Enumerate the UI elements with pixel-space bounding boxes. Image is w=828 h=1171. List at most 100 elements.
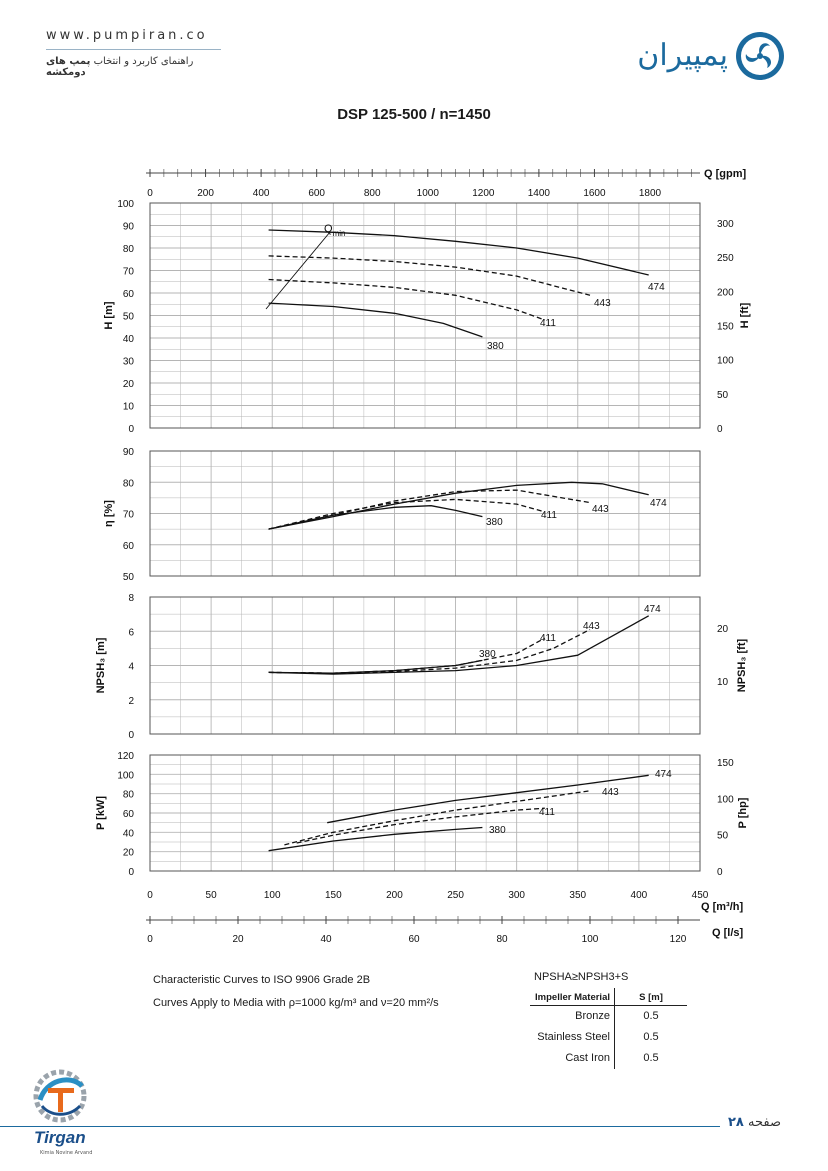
m3h-tick-label: 350 [569, 890, 586, 901]
power-panel [149, 754, 701, 872]
gpm-tick-label: 1600 [583, 188, 606, 199]
brand-name: پمپیران [637, 38, 728, 73]
s-cell: 0.5 [643, 1010, 659, 1022]
chart-title: DSP 125-500 / n=1450 [337, 106, 491, 123]
y-tick-label: 8 [128, 593, 134, 604]
y-tick-label: 50 [123, 572, 135, 583]
y2-tick-label: 10 [717, 677, 729, 688]
s-cell: 0.5 [643, 1052, 659, 1064]
series-label-411: 411 [540, 633, 556, 644]
tirgan-logo: Tirgan Kimia Novine Arvand [30, 1066, 100, 1166]
y-tick-label: 20 [123, 379, 135, 390]
series-line-411 [296, 807, 545, 844]
impeller-material-table: Impeller Material S [m] Bronze 0.5 Stain… [530, 988, 687, 1069]
series-line-474 [268, 481, 649, 530]
ls-tick-label: 100 [582, 934, 599, 945]
y2-axis-label: P [hp] [737, 797, 749, 828]
series-label-411: 411 [539, 807, 555, 818]
y-tick-label: 90 [123, 222, 135, 233]
gpm-axis [146, 169, 700, 177]
material-cell: Cast Iron [530, 1048, 615, 1069]
m3h-tick-label: 200 [386, 890, 403, 901]
m3h-tick-label: 400 [631, 890, 648, 901]
footer-divider [0, 1126, 720, 1127]
gpm-tick-label: 1800 [639, 188, 662, 199]
table-row: Bronze 0.5 [530, 1005, 687, 1027]
y-tick-label: 20 [123, 848, 135, 859]
y-tick-label: 50 [123, 312, 135, 323]
y2-tick-label: 250 [717, 253, 734, 264]
panel-frame [149, 202, 701, 429]
m3h-tick-label: 250 [447, 890, 464, 901]
page-word: صفحه [748, 1115, 781, 1130]
y2-tick-label: 50 [717, 831, 729, 842]
m3h-axis-label: Q [m³/h] [701, 901, 743, 913]
y-tick-label: 60 [123, 809, 135, 820]
y-axis-label: η [%] [103, 500, 115, 527]
website-url[interactable]: www.pumpiran.co [46, 28, 208, 43]
series-label-474: 474 [648, 282, 665, 293]
gpm-tick-label: 400 [253, 188, 270, 199]
y-tick-label: 40 [123, 334, 135, 345]
gpm-tick-label: 1400 [528, 188, 551, 199]
y-tick-label: 10 [123, 402, 135, 413]
m3h-tick-label: 450 [692, 890, 709, 901]
y-tick-label: 0 [128, 424, 134, 435]
ls-tick-label: 60 [408, 934, 420, 945]
table-row: Stainless Steel 0.5 [530, 1027, 687, 1048]
gpm-tick-label: 0 [147, 188, 153, 199]
gpm-tick-label: 200 [197, 188, 214, 199]
y2-tick-label: 50 [717, 390, 729, 401]
qmin-leader [265, 231, 331, 310]
y-tick-label: 60 [123, 289, 135, 300]
series-label-380: 380 [487, 341, 504, 352]
efficiency-panel [149, 450, 701, 577]
gpm-tick-label: 1000 [417, 188, 440, 199]
m3h-tick-label: 100 [264, 890, 281, 901]
chart-notes: Characteristic Curves to ISO 9906 Grade … [153, 969, 439, 1015]
series-label-443: 443 [602, 787, 619, 798]
page-number-label: صفحه ۲۸ [728, 1115, 781, 1130]
y2-tick-label: 20 [717, 624, 729, 635]
y-axis-label: NPSH₃ [m] [95, 637, 107, 693]
series-line-380 [268, 826, 483, 852]
y-axis-label: H [m] [103, 301, 115, 329]
ls-tick-label: 80 [496, 934, 508, 945]
tirgan-emblem-icon [33, 1069, 87, 1123]
ls-tick-label: 0 [147, 934, 153, 945]
material-cell: Stainless Steel [530, 1027, 615, 1048]
y2-tick-label: 300 [717, 219, 734, 230]
tirgan-subtitle: Kimia Novine Arvand [40, 1150, 93, 1156]
y-tick-label: 4 [128, 662, 134, 673]
series-line-443 [268, 255, 591, 296]
y-tick-label: 70 [123, 267, 135, 278]
y2-tick-label: 0 [717, 867, 723, 878]
brand-logo: پمپیران [628, 30, 788, 82]
header-divider [46, 49, 221, 50]
y2-axis-label: NPSH₃ [ft] [736, 638, 748, 692]
panel-frame [149, 596, 701, 735]
series-label-380: 380 [486, 517, 503, 528]
y2-tick-label: 150 [717, 322, 734, 333]
y-tick-label: 30 [123, 357, 135, 368]
series-line-380 [268, 659, 483, 674]
y-tick-label: 70 [123, 510, 135, 521]
note-iso: Characteristic Curves to ISO 9906 Grade … [153, 974, 371, 986]
page-number: ۲۸ [728, 1115, 744, 1130]
col-impeller-material: Impeller Material [530, 988, 615, 1006]
series-label-443: 443 [583, 621, 600, 632]
y-tick-label: 80 [123, 790, 135, 801]
series-label-474: 474 [650, 498, 667, 509]
header-subtitle: راهنمای کاربرد و انتخاب پمپ های دومکشه [46, 56, 221, 78]
y2-tick-label: 0 [717, 424, 723, 435]
y-tick-label: 100 [117, 770, 134, 781]
m3h-tick-label: 50 [206, 890, 218, 901]
series-line-411 [268, 278, 546, 321]
series-line-443 [284, 790, 591, 846]
pump-logo-icon [736, 32, 784, 80]
gpm-tick-label: 1200 [472, 188, 495, 199]
series-label-443: 443 [592, 504, 609, 515]
gpm-tick-label: 600 [308, 188, 325, 199]
series-label-380: 380 [479, 649, 496, 660]
